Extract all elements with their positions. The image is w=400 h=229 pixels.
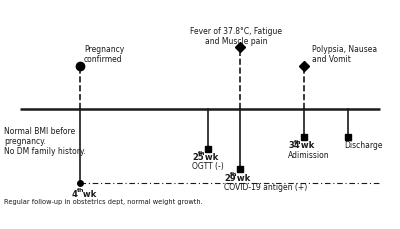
Text: wk: wk (202, 152, 219, 161)
Text: Normal BMI before
pregnancy.
No DM family history.: Normal BMI before pregnancy. No DM famil… (4, 126, 86, 156)
Text: Polypsia, Nausea
and Vomit: Polypsia, Nausea and Vomit (312, 45, 377, 64)
Text: Fever of 37.8°C, Fatigue
and Muscle pain: Fever of 37.8°C, Fatigue and Muscle pain (190, 27, 282, 46)
Text: th: th (198, 150, 206, 155)
Text: COVID-19 antigen (+): COVID-19 antigen (+) (224, 182, 307, 191)
Text: 25: 25 (192, 152, 204, 161)
Text: 34: 34 (288, 141, 300, 150)
Text: Adimission: Adimission (288, 150, 330, 159)
Text: th: th (230, 171, 238, 176)
Text: wk: wk (298, 141, 315, 150)
Text: 4: 4 (72, 189, 78, 198)
Text: OGTT (-): OGTT (-) (192, 161, 224, 170)
Text: wk: wk (80, 189, 96, 198)
Text: Pregnancy
confirmed: Pregnancy confirmed (84, 45, 124, 64)
Text: th: th (294, 139, 302, 144)
Text: 29: 29 (224, 173, 236, 182)
Text: wk: wk (234, 173, 251, 182)
Text: Discharge: Discharge (344, 141, 382, 150)
Text: th: th (77, 187, 84, 192)
Text: Regular follow-up in obstetrics dept, normal weight growth.: Regular follow-up in obstetrics dept, no… (4, 198, 203, 204)
